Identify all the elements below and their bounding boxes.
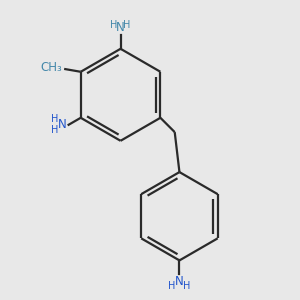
- Text: N: N: [116, 21, 125, 34]
- Text: H: H: [124, 20, 131, 30]
- Text: H: H: [51, 114, 58, 124]
- Text: H: H: [51, 125, 58, 135]
- Text: N: N: [175, 275, 184, 288]
- Text: CH₃: CH₃: [40, 61, 62, 74]
- Text: H: H: [110, 20, 118, 30]
- Text: H: H: [183, 281, 190, 291]
- Text: H: H: [168, 281, 176, 291]
- Text: N: N: [58, 118, 67, 131]
